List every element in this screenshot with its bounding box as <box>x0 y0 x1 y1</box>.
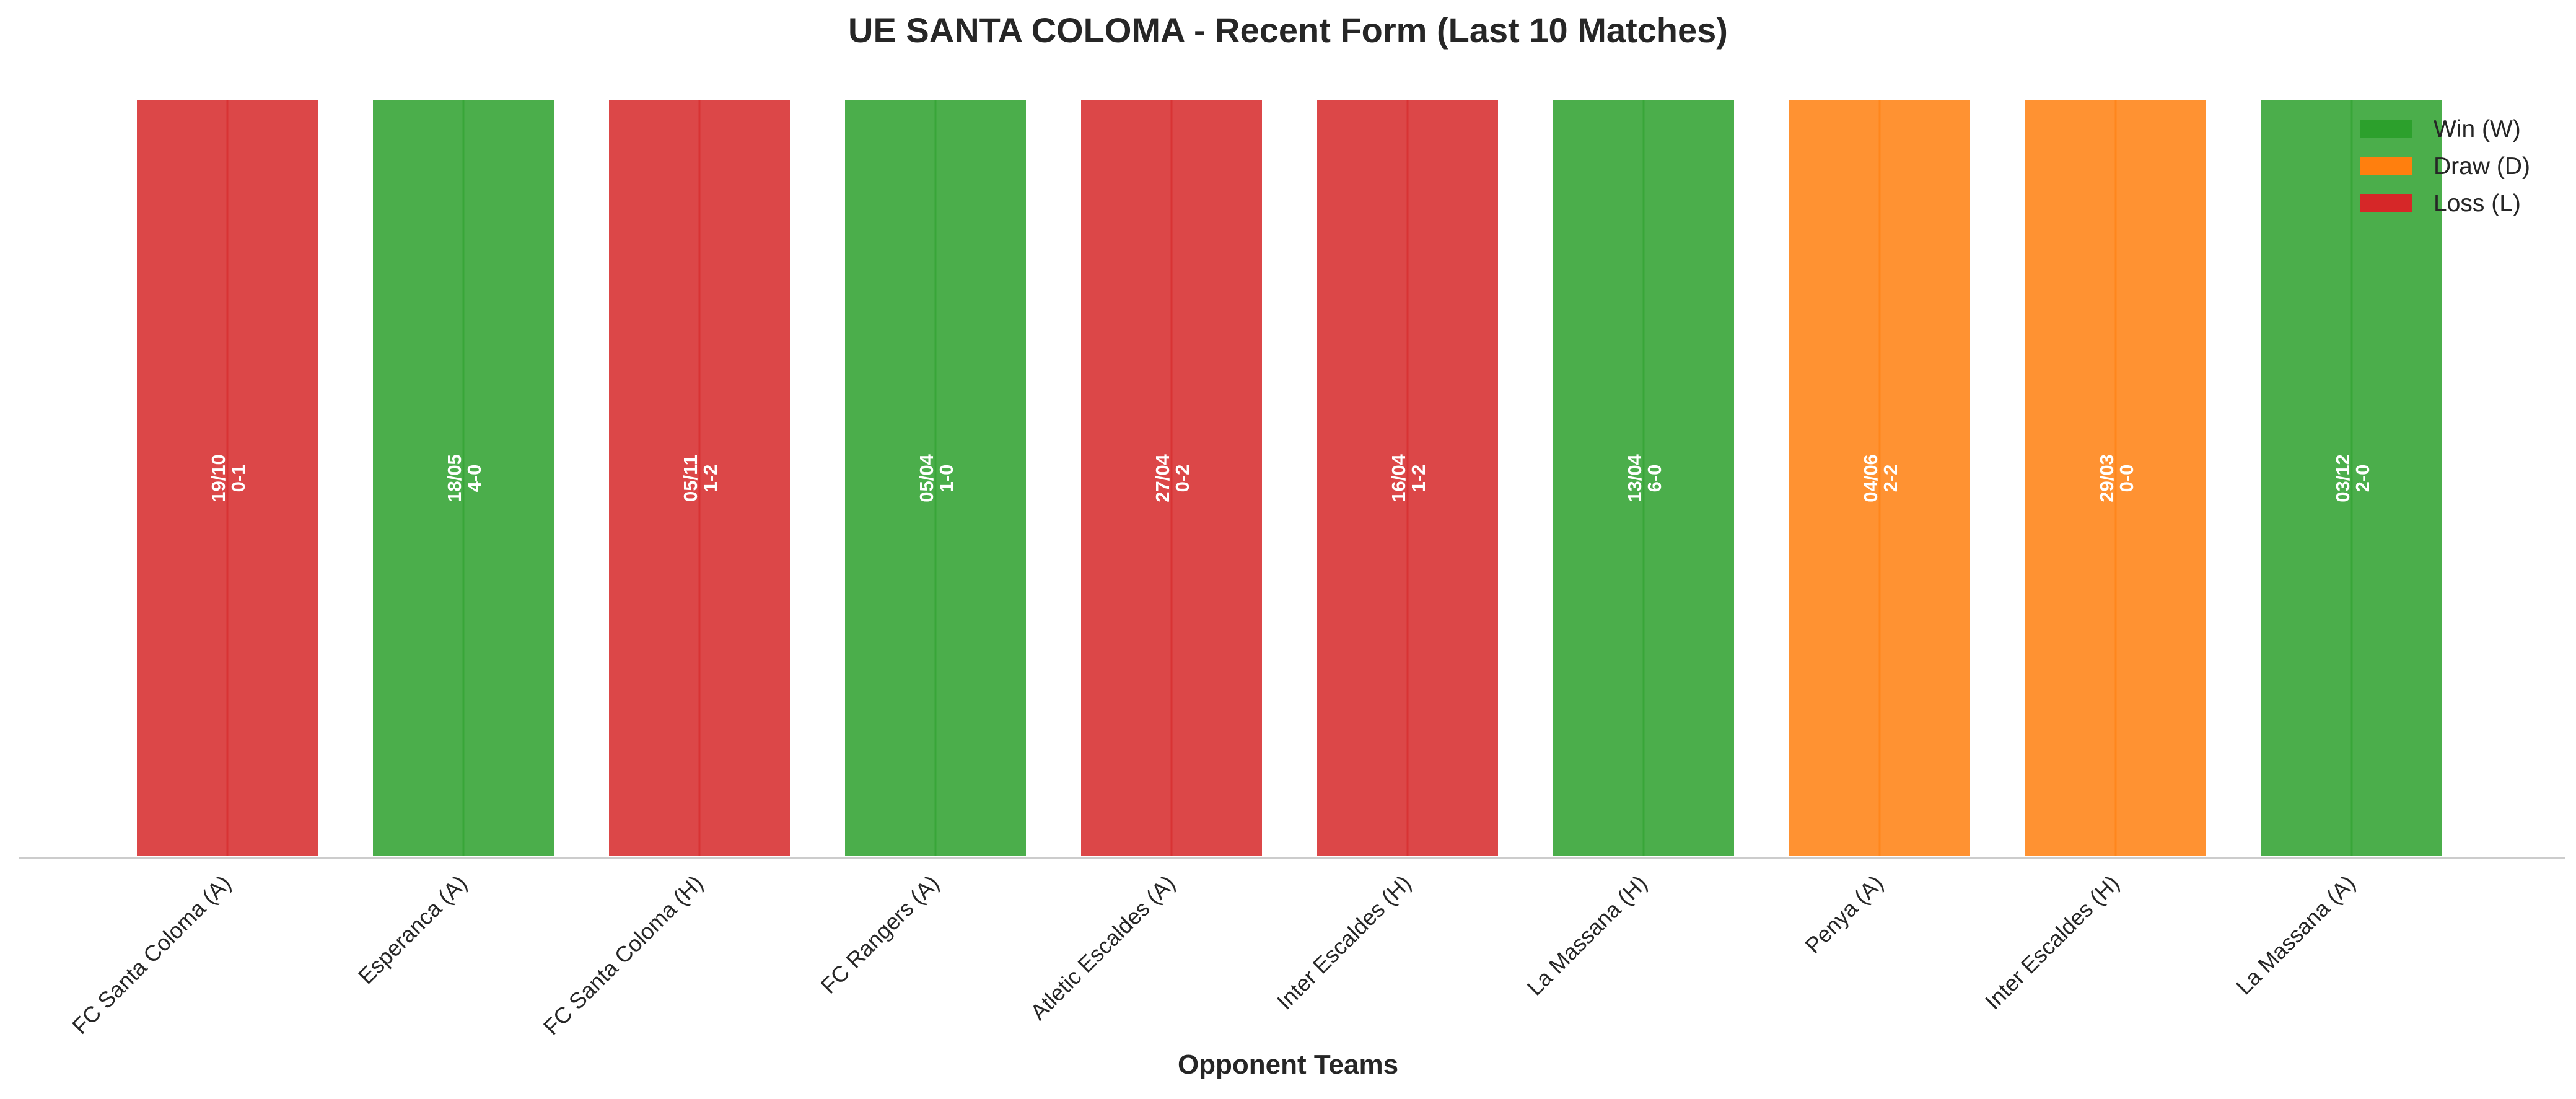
bar-date-label: 05/11 <box>680 455 701 502</box>
bar-label-5: 27/040-2 <box>1152 453 1193 502</box>
bar-date-label: 03/12 <box>2332 454 2354 502</box>
x-axis-label: Opponent Teams <box>1178 1049 1398 1080</box>
bar-date-label: 29/03 <box>2096 454 2118 502</box>
bar-label-6: 16/041-2 <box>1388 453 1429 502</box>
bar-date-label: 04/06 <box>1860 454 1882 502</box>
bar-label-8: 04/062-2 <box>1860 454 1901 502</box>
legend-label-l: Loss (L) <box>2434 190 2521 217</box>
chart-title: UE SANTA COLOMA - Recent Form (Last 10 M… <box>848 11 1728 50</box>
legend-label-d: Draw (D) <box>2434 153 2530 180</box>
bar-label-3: 05/111-2 <box>680 455 721 502</box>
legend-swatch-d <box>2360 157 2412 175</box>
bar-score-label: 1-2 <box>1408 465 1429 493</box>
bar-score-label: 2-0 <box>2352 465 2373 493</box>
bar-date-label: 16/04 <box>1388 453 1409 502</box>
bar-date-label: 13/04 <box>1624 453 1645 502</box>
legend-label-w: Win (W) <box>2434 116 2521 142</box>
bar-score-label: 2-2 <box>1880 465 1901 493</box>
legend-swatch-l <box>2360 194 2412 212</box>
bar-date-label: 18/05 <box>444 454 465 502</box>
bar-score-label: 1-0 <box>935 465 957 493</box>
bar-date-label: 05/04 <box>916 453 937 502</box>
bar-date-label: 27/04 <box>1152 453 1173 502</box>
bar-date-label: 19/10 <box>208 454 229 502</box>
bar-label-9: 29/030-0 <box>2096 454 2137 502</box>
bars-layer: 19/100-1 18/054-0 05/111-2 05/041-0 27/040-2… <box>133 97 2446 860</box>
bar-score-label: 1-2 <box>699 465 721 493</box>
bar-label-1: 19/100-1 <box>208 454 249 502</box>
bar-label-7: 13/046-0 <box>1624 453 1665 502</box>
legend: Win (W) Draw (D) Loss (L) <box>2360 116 2530 217</box>
bar-score-label: 6-0 <box>1644 465 1665 493</box>
bar-label-4: 05/041-0 <box>916 453 957 502</box>
legend-swatch-w <box>2360 120 2412 138</box>
bar-score-label: 4-0 <box>463 465 485 493</box>
bar-label-2: 18/054-0 <box>444 454 485 502</box>
bar-score-label: 0-0 <box>2116 465 2137 493</box>
bar-score-label: 0-1 <box>227 465 249 493</box>
bar-score-label: 0-2 <box>1172 465 1193 493</box>
bar-label-10: 03/122-0 <box>2332 454 2373 502</box>
